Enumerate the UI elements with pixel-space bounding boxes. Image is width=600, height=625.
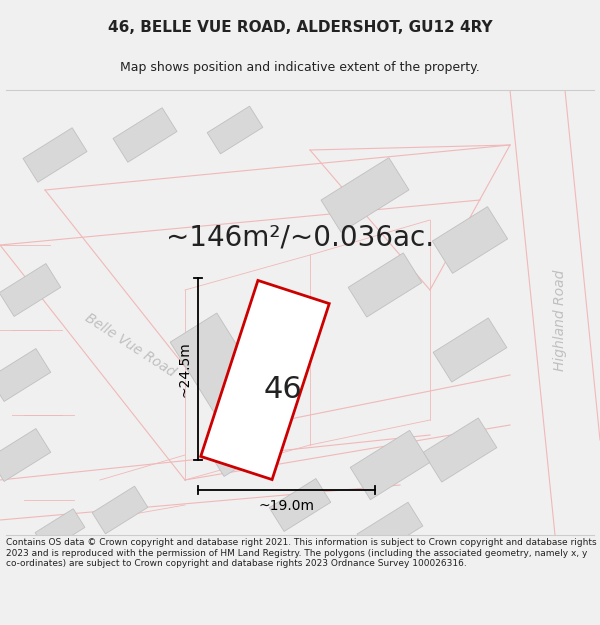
Text: Belle Vue Road: Belle Vue Road [82, 311, 178, 379]
Polygon shape [92, 486, 148, 534]
Text: ~24.5m: ~24.5m [177, 341, 191, 397]
Polygon shape [433, 318, 507, 382]
Polygon shape [348, 253, 422, 317]
Polygon shape [433, 207, 508, 273]
Polygon shape [357, 503, 423, 558]
Polygon shape [170, 313, 270, 427]
Polygon shape [350, 431, 430, 499]
Polygon shape [201, 281, 329, 479]
Polygon shape [0, 264, 61, 316]
Text: Map shows position and indicative extent of the property.: Map shows position and indicative extent… [120, 61, 480, 74]
Text: Contains OS data © Crown copyright and database right 2021. This information is : Contains OS data © Crown copyright and d… [6, 538, 596, 568]
Polygon shape [321, 158, 409, 232]
Text: Highland Road: Highland Road [553, 269, 567, 371]
Text: 46, BELLE VUE ROAD, ALDERSHOT, GU12 4RY: 46, BELLE VUE ROAD, ALDERSHOT, GU12 4RY [107, 19, 493, 34]
Text: ~19.0m: ~19.0m [259, 499, 314, 513]
Polygon shape [0, 349, 51, 401]
Polygon shape [209, 424, 271, 476]
Polygon shape [269, 479, 331, 531]
Text: 46: 46 [263, 376, 302, 404]
Polygon shape [113, 107, 177, 162]
Polygon shape [0, 429, 51, 481]
Polygon shape [23, 127, 87, 182]
Polygon shape [35, 509, 85, 551]
Text: ~146m²/~0.036ac.: ~146m²/~0.036ac. [166, 224, 434, 252]
Polygon shape [423, 418, 497, 482]
Polygon shape [207, 106, 263, 154]
